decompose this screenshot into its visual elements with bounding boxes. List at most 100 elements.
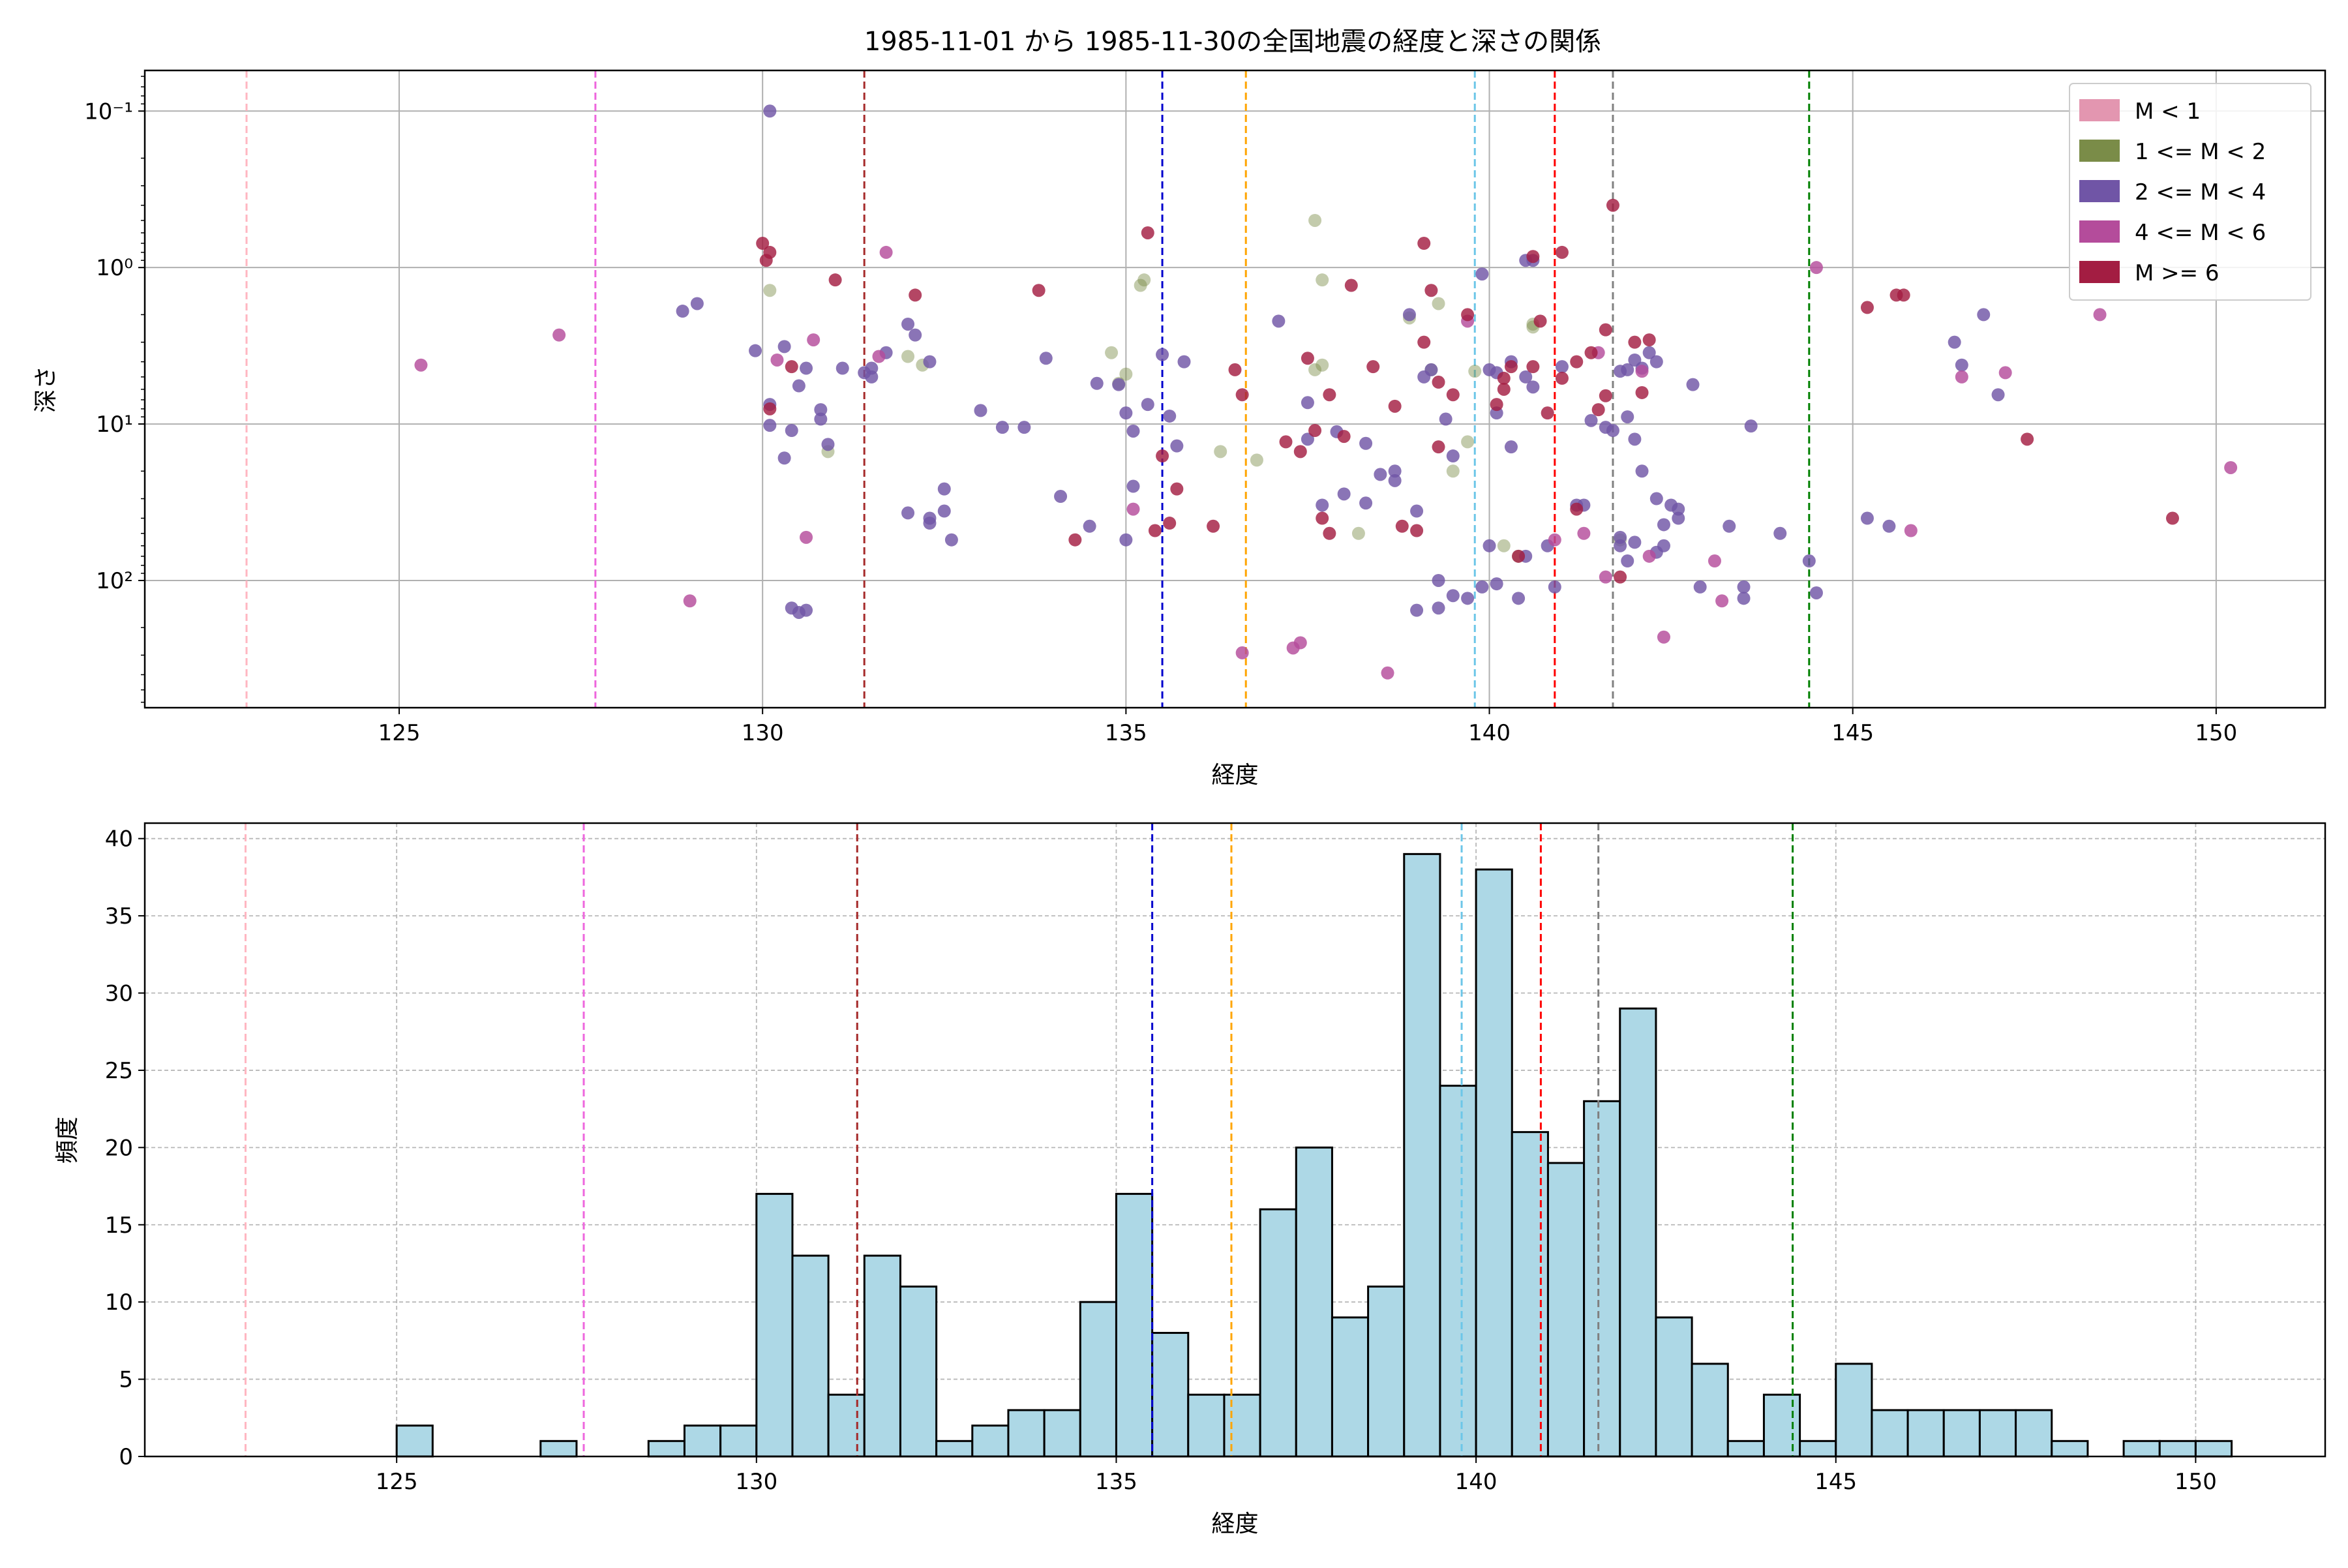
scatter-point [1366,360,1380,374]
histogram-panel: 125 130 135 140 145 150 0 5 10 15 20 25 30 35 40 経度 頻度 [54,822,2326,1537]
hist-bar [1619,1007,1657,1458]
hist-x-tick-label: 135 [1095,1469,1137,1495]
scatter-point [1526,380,1540,394]
hist-y-tick-label: 15 [105,1213,133,1239]
scatter-point [1068,533,1082,547]
scatter-point [1432,297,1445,310]
scatter-point [1708,554,1721,568]
scatter-point [777,451,791,465]
legend-swatch [2079,140,2120,162]
scatter-point [763,419,777,432]
scatter-y-tick-label: 10¹ [96,412,133,438]
scatter-point [1235,388,1249,402]
hist-x-tick-label: 140 [1455,1469,1498,1495]
scatter-point [1526,360,1540,374]
hist-x-tick-label: 125 [376,1469,418,1495]
hist-bar [827,1393,865,1458]
scatter-point [1606,424,1619,438]
scatter-point [1635,365,1649,378]
hist-bar [1655,1316,1693,1458]
hist-bar [1978,1409,2017,1458]
scatter-point [1410,603,1424,617]
scatter-y-tick-label: 10² [96,568,133,594]
hist-y-tick-label: 40 [105,826,133,852]
scatter-point [1177,355,1191,369]
scatter-point [1119,533,1133,547]
scatter-point [690,297,704,310]
hist-bar [1259,1208,1297,1458]
scatter-point [1548,533,1561,547]
hist-y-tick-label: 5 [119,1367,133,1393]
scatter-point [1461,308,1475,322]
scatter-point [1744,419,1758,433]
legend-label: 2 <= M < 4 [2135,179,2266,205]
figure-title: 1985-11-01 から 1985-11-30の全国地震の経度と深さの関係 [864,27,1601,57]
scatter-x-tick-label: 130 [742,720,784,746]
scatter-point [1649,492,1663,505]
scatter-point [749,344,762,357]
scatter-y-tick-label: 10⁰ [96,255,133,281]
scatter-point [1308,363,1322,376]
hist-y-tick-label: 35 [105,903,133,929]
scatter-point [1657,630,1670,644]
scatter-point [1504,360,1518,374]
scatter-point [865,370,879,384]
scatter-point [1316,511,1329,525]
scatter-point [414,358,428,372]
scatter-point [1548,580,1561,594]
scatter-point [1432,440,1445,454]
scatter-point [1388,464,1402,478]
hist-bar [1726,1440,1765,1458]
scatter-point [1977,308,1991,322]
scatter-point [937,482,951,496]
scatter-point [1272,314,1286,328]
scatter-point [1483,539,1496,552]
scatter-point [1512,592,1526,605]
hist-bar [2051,1440,2089,1458]
scatter-point [1497,539,1511,552]
scatter-point [1134,279,1147,292]
hist-bar [863,1254,901,1458]
scatter-point [1170,482,1184,496]
scatter-point [1621,554,1634,568]
scatter-point [1693,580,1707,594]
scatter-point [1439,412,1452,426]
scatter-point [1468,365,1482,378]
scatter-point [1446,449,1460,463]
scatter-point [1402,308,1416,322]
scatter-point [923,517,937,530]
scatter-point [1628,432,1642,446]
scatter-point [1504,440,1518,454]
scatter-point [1163,409,1177,423]
hist-bar [935,1440,974,1458]
hist-bar [1475,868,1513,1458]
scatter-point [1163,517,1177,530]
scatter-point [1417,335,1431,349]
scatter-point [1432,601,1445,615]
scatter-point [1672,511,1685,525]
scatter-point [1301,396,1314,410]
hist-bar [1871,1409,1909,1458]
hist-bar [755,1192,794,1458]
scatter-point [1809,261,1823,275]
scatter-point [1686,378,1700,391]
hist-bar [2158,1440,2197,1458]
scatter-point [1570,355,1584,369]
scatter-point [1497,382,1511,396]
scatter-point [1882,519,1896,533]
hist-bar [1762,1393,1801,1458]
scatter-point [1308,424,1322,438]
hist-y-tick-label: 10 [105,1289,133,1316]
hist-bar [395,1425,434,1458]
scatter-point [1614,539,1627,552]
scatter-point [1126,502,1140,516]
scatter-point [2224,460,2238,474]
scatter-point [763,402,777,415]
scatter-point [1337,430,1351,444]
hist-bar [719,1425,758,1458]
scatter-point [1555,245,1569,259]
scatter-point [814,403,828,417]
scatter-x-tick-label: 150 [2195,720,2237,746]
scatter-point [1344,279,1358,292]
